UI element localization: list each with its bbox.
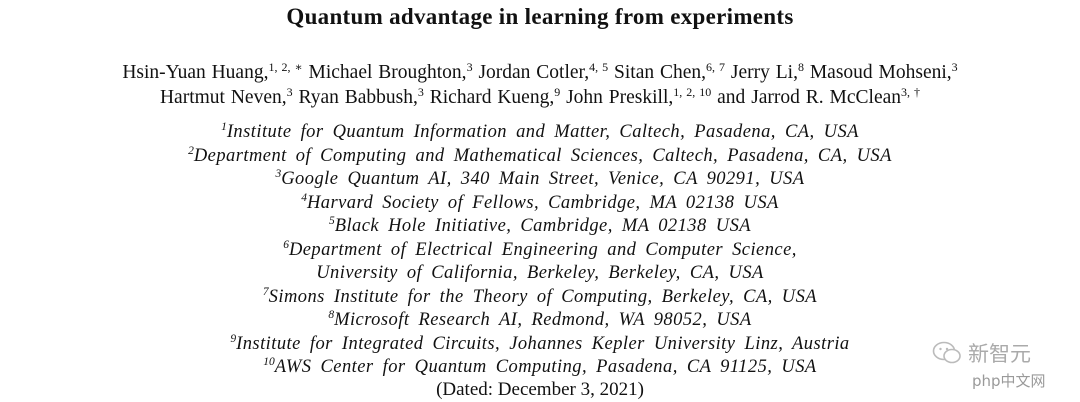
affiliation-number: 4	[301, 191, 307, 204]
affiliation-number: 7	[262, 285, 269, 298]
author-affiliation-mark: 4, 5	[589, 60, 609, 74]
affiliation-line: 8Microsoft Research AI, Redmond, WA 9805…	[0, 309, 1080, 333]
wechat-icon	[932, 341, 961, 364]
author-affiliation-mark: 3	[466, 60, 473, 74]
affiliation-line: 1Institute for Quantum Information and M…	[0, 121, 1080, 145]
affiliation-text: Institute for Integrated Circuits, Johan…	[236, 333, 850, 354]
affiliation-text: Black Hole Initiative, Cambridge, MA 021…	[334, 216, 752, 236]
author-line: Hsin-Yuan Huang,1, 2, ∗ Michael Broughto…	[0, 60, 1080, 85]
author-affiliation-mark: 3, †	[901, 85, 921, 99]
author-name: John Preskill,	[566, 87, 674, 108]
author-affiliation-mark: 8	[797, 60, 804, 74]
author-affiliation-mark: 1, 2, 10	[673, 85, 712, 99]
author-name: Jordan Cotler,	[478, 62, 590, 83]
date: (Dated: December 3, 2021)	[436, 379, 644, 400]
affiliation-line: 9Institute for Integrated Circuits, Joha…	[0, 333, 1080, 357]
author-affiliation-mark: 1, 2, ∗	[268, 60, 303, 74]
affiliation-block: 1Institute for Quantum Information and M…	[0, 121, 1080, 380]
affiliation-text: Google Quantum AI, 340 Main Street, Veni…	[281, 169, 805, 189]
author-line: Hartmut Neven,3 Ryan Babbush,3 Richard K…	[0, 85, 1080, 110]
affiliation-text: AWS Center for Quantum Computing, Pasade…	[274, 357, 817, 377]
author-name: Hsin-Yuan Huang,	[122, 62, 269, 83]
affiliation-text: Institute for Quantum Information and Ma…	[226, 122, 859, 142]
affiliation-line: 4Harvard Society of Fellows, Cambridge, …	[0, 192, 1080, 216]
affiliation-text: Microsoft Research AI, Redmond, WA 98052…	[334, 310, 752, 330]
author-affiliation-mark: 6, 7	[706, 60, 726, 74]
affiliation-number: 1	[221, 121, 227, 133]
author-name: Sitan Chen,	[614, 62, 707, 83]
author-block: Hsin-Yuan Huang,1, 2, ∗ Michael Broughto…	[0, 60, 1080, 110]
author-name: Jarrod R. McClean	[751, 87, 902, 108]
watermark-text: php中文网	[972, 372, 1046, 390]
author-affiliation-mark: 3	[417, 85, 424, 99]
author-name: Jerry Li,	[730, 62, 798, 83]
affiliation-line: 6Department of Electrical Engineering an…	[0, 239, 1080, 263]
affiliation-number: 8	[328, 309, 335, 321]
author-affiliation-mark: 3	[951, 60, 958, 74]
affiliation-text: Department of Electrical Engineering and…	[288, 239, 797, 260]
affiliation-text: University of California, Berkeley, Berk…	[316, 263, 764, 283]
affiliation-line: 2Department of Computing and Mathematica…	[0, 145, 1080, 169]
author-affiliation-mark: 3	[286, 85, 293, 99]
affiliation-line: 5Black Hole Initiative, Cambridge, MA 02…	[0, 215, 1080, 239]
affiliation-line: University of California, Berkeley, Berk…	[0, 262, 1080, 286]
affiliation-line: 10AWS Center for Quantum Computing, Pasa…	[0, 356, 1080, 380]
author-affiliation-mark: 9	[554, 85, 561, 99]
affiliation-number: 9	[230, 332, 237, 345]
affiliation-text: Department of Computing and Mathematical…	[193, 145, 892, 166]
affiliation-number: 3	[275, 168, 282, 180]
author-name: Michael Broughton,	[308, 62, 467, 83]
author-name: Hartmut Neven,	[159, 87, 287, 108]
author-name: Masoud Mohseni,	[809, 62, 952, 83]
affiliation-number: 2	[188, 144, 194, 157]
author-name: and	[717, 87, 746, 108]
affiliation-line: 7Simons Institute for the Theory of Comp…	[0, 286, 1080, 310]
author-name: Richard Kueng,	[429, 87, 555, 108]
watermark-logo: 新智元	[932, 338, 1031, 368]
affiliation-number: 5	[328, 215, 335, 227]
watermark-text: 新智元	[968, 342, 1031, 366]
affiliation-line: 3Google Quantum AI, 340 Main Street, Ven…	[0, 168, 1080, 192]
author-name: Ryan Babbush,	[298, 87, 418, 108]
affiliation-number: 10	[263, 356, 275, 368]
paper-title: Quantum advantage in learning from exper…	[286, 4, 794, 29]
affiliation-text: Simons Institute for the Theory of Compu…	[268, 286, 818, 307]
affiliation-text: Harvard Society of Fellows, Cambridge, M…	[306, 192, 779, 213]
affiliation-number: 6	[283, 238, 289, 251]
